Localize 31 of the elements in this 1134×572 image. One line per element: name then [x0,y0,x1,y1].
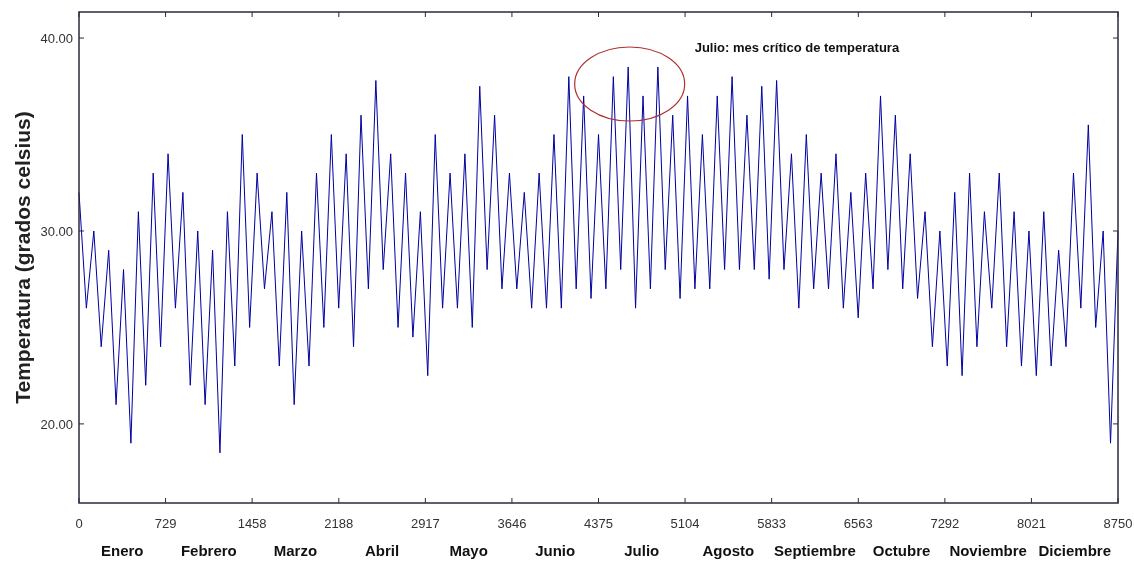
x-tick-label: 729 [154,516,177,531]
text: Mayo [449,542,488,559]
annotation: Julio: mes crítico de temperatura [694,40,900,55]
text: Septiembre [774,542,856,559]
x-tick-label: 8021 [1016,516,1046,531]
text: Diciembre [1038,542,1111,559]
text: Agosto [702,542,755,559]
text: Marzo [273,542,318,559]
x-tick-label: 3646 [497,516,527,531]
x-tick-label: 5104 [670,516,700,531]
line-series [78,66,1119,454]
text: Febrero [180,542,237,559]
y-tick-label: 30.00 [40,223,73,239]
y-tick-label: 40.00 [40,31,73,47]
text: Enero [101,542,144,559]
x-tick-label: 0 [75,516,83,531]
text: Octubre [872,542,931,559]
y-tick-label: 20.00 [40,416,73,432]
text: Abril [365,542,400,559]
x-tick-label: 2188 [324,516,354,531]
x-tick-label: 5833 [757,516,787,531]
x-tick-label: 1458 [237,516,267,531]
y-axis-title: Temperatura (grados celsius) [11,111,34,404]
text: Junio [535,542,576,559]
x-tick-label: 6563 [843,516,873,531]
text: Noviembre [949,542,1027,559]
x-tick-label: 4375 [584,516,613,531]
x-tick-label: 8750 [1103,516,1133,531]
text: Julio [624,542,660,559]
x-tick-label: 7292 [930,516,960,531]
x-tick-label: 2917 [410,516,440,531]
